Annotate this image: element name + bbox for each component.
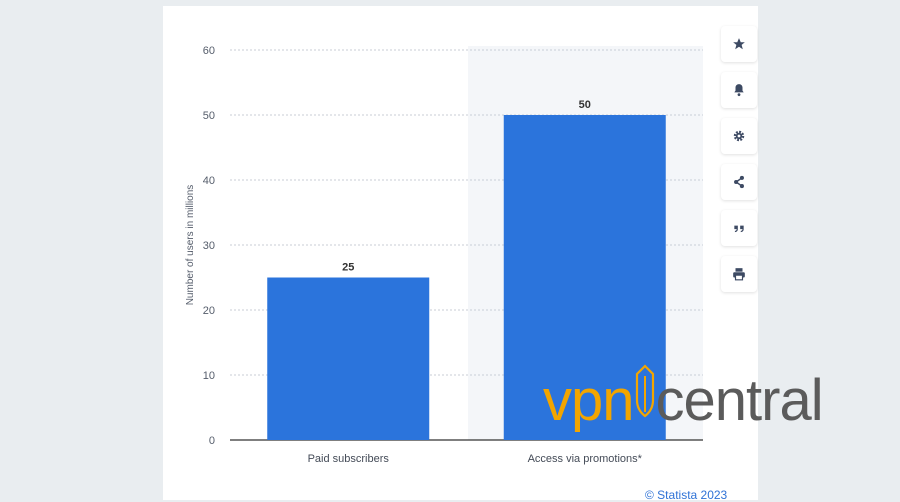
chart-card: 0 10 20 30 40 50 60 Number of users in millions… (163, 6, 758, 500)
print-button[interactable] (721, 256, 757, 292)
vpncentral-watermark: vpn central (543, 362, 824, 433)
shield-icon (635, 364, 654, 418)
share-button[interactable] (721, 164, 757, 200)
y-tick-label: 60 (203, 45, 215, 57)
y-axis-title: Number of users in millions (185, 185, 196, 306)
gear-icon (733, 130, 745, 142)
settings-button[interactable] (721, 118, 757, 154)
y-tick-label: 30 (203, 240, 215, 252)
favorite-button[interactable] (721, 26, 757, 62)
y-tick-label: 50 (203, 110, 215, 122)
chart-toolbar (721, 26, 757, 302)
quote-icon (734, 225, 744, 233)
data-label: 25 (342, 262, 354, 274)
bar-1 (267, 277, 430, 440)
bell-icon (734, 84, 744, 97)
x-tick-label: Paid subscribers (308, 453, 390, 465)
y-tick-label: 0 (209, 435, 215, 447)
watermark-central-text: central (655, 368, 824, 433)
bar-chart: 0 10 20 30 40 50 60 Number of users in millions… (185, 45, 703, 465)
watermark-vpn-text: vpn (543, 368, 635, 433)
y-tick-label: 40 (203, 175, 215, 187)
notification-button[interactable] (721, 72, 757, 108)
x-tick-label: Access via promotions* (528, 453, 643, 465)
data-label: 50 (579, 99, 591, 111)
cite-button[interactable] (721, 210, 757, 246)
bar-2 (503, 115, 666, 440)
share-icon (734, 175, 744, 189)
star-icon (733, 38, 745, 50)
y-tick-label: 20 (203, 305, 215, 317)
print-icon (733, 268, 745, 281)
source-credit[interactable]: © Statista 2023 (645, 488, 728, 502)
y-tick-label: 10 (203, 370, 215, 382)
